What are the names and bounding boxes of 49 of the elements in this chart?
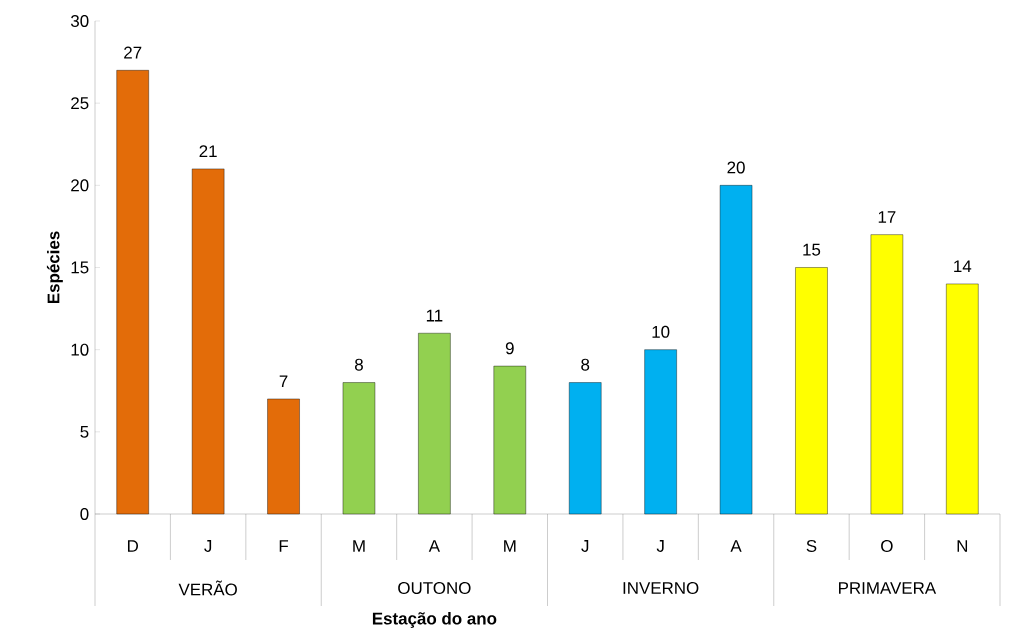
x-tick-label: D bbox=[127, 540, 139, 552]
y-tick-label: 10 bbox=[71, 343, 89, 356]
x-tick-label: J bbox=[656, 540, 664, 552]
y-tick-label: 25 bbox=[71, 97, 89, 110]
data-label: 27 bbox=[124, 46, 142, 59]
text: VERÃO bbox=[178, 580, 237, 596]
y-tick-label: 15 bbox=[71, 261, 89, 274]
x-tick-label: A bbox=[428, 540, 440, 552]
x-tick-label: M bbox=[353, 540, 365, 552]
x-tick-label: N bbox=[957, 540, 968, 552]
data-label: 11 bbox=[426, 309, 443, 322]
data-label: 7 bbox=[279, 375, 288, 388]
data-label: 9 bbox=[505, 342, 514, 355]
bar bbox=[795, 267, 828, 515]
bar bbox=[342, 382, 376, 515]
y-tick-label: 0 bbox=[80, 508, 89, 520]
y-axis-title: Espécies bbox=[46, 231, 63, 304]
x-tick-label: J bbox=[204, 540, 212, 552]
y-tick-label: 5 bbox=[80, 425, 89, 438]
bar bbox=[870, 234, 904, 515]
bar bbox=[191, 168, 225, 515]
data-label: 14 bbox=[954, 260, 972, 273]
x-tick-label: O bbox=[881, 540, 893, 552]
data-label: 15 bbox=[803, 243, 821, 256]
x-tick-label: M bbox=[504, 540, 516, 552]
y-tick-label: 20 bbox=[71, 179, 89, 192]
data-label: 17 bbox=[878, 211, 896, 223]
data-label: 21 bbox=[199, 145, 217, 158]
bar bbox=[493, 365, 526, 515]
bar bbox=[116, 70, 149, 515]
data-label: 8 bbox=[354, 358, 363, 371]
x-tick-label: J bbox=[581, 540, 589, 552]
x-tick-label: F bbox=[279, 540, 289, 552]
text: PRIMAVERA bbox=[839, 582, 937, 594]
data-label: 20 bbox=[727, 161, 745, 174]
data-label: 10 bbox=[652, 325, 670, 338]
x-tick-label: A bbox=[730, 540, 742, 552]
bar bbox=[418, 333, 451, 515]
bar bbox=[267, 398, 300, 515]
text: INVERNO bbox=[623, 582, 699, 594]
data-label: 8 bbox=[581, 358, 590, 371]
bar bbox=[644, 349, 677, 515]
bar bbox=[719, 185, 753, 515]
bar bbox=[946, 283, 979, 515]
y-tick-label: 30 bbox=[70, 15, 89, 27]
x-tick-label: S bbox=[806, 540, 817, 552]
x-axis-title: Estação do ano bbox=[372, 612, 497, 628]
bar bbox=[569, 382, 602, 515]
text: OUTONO bbox=[398, 582, 471, 594]
